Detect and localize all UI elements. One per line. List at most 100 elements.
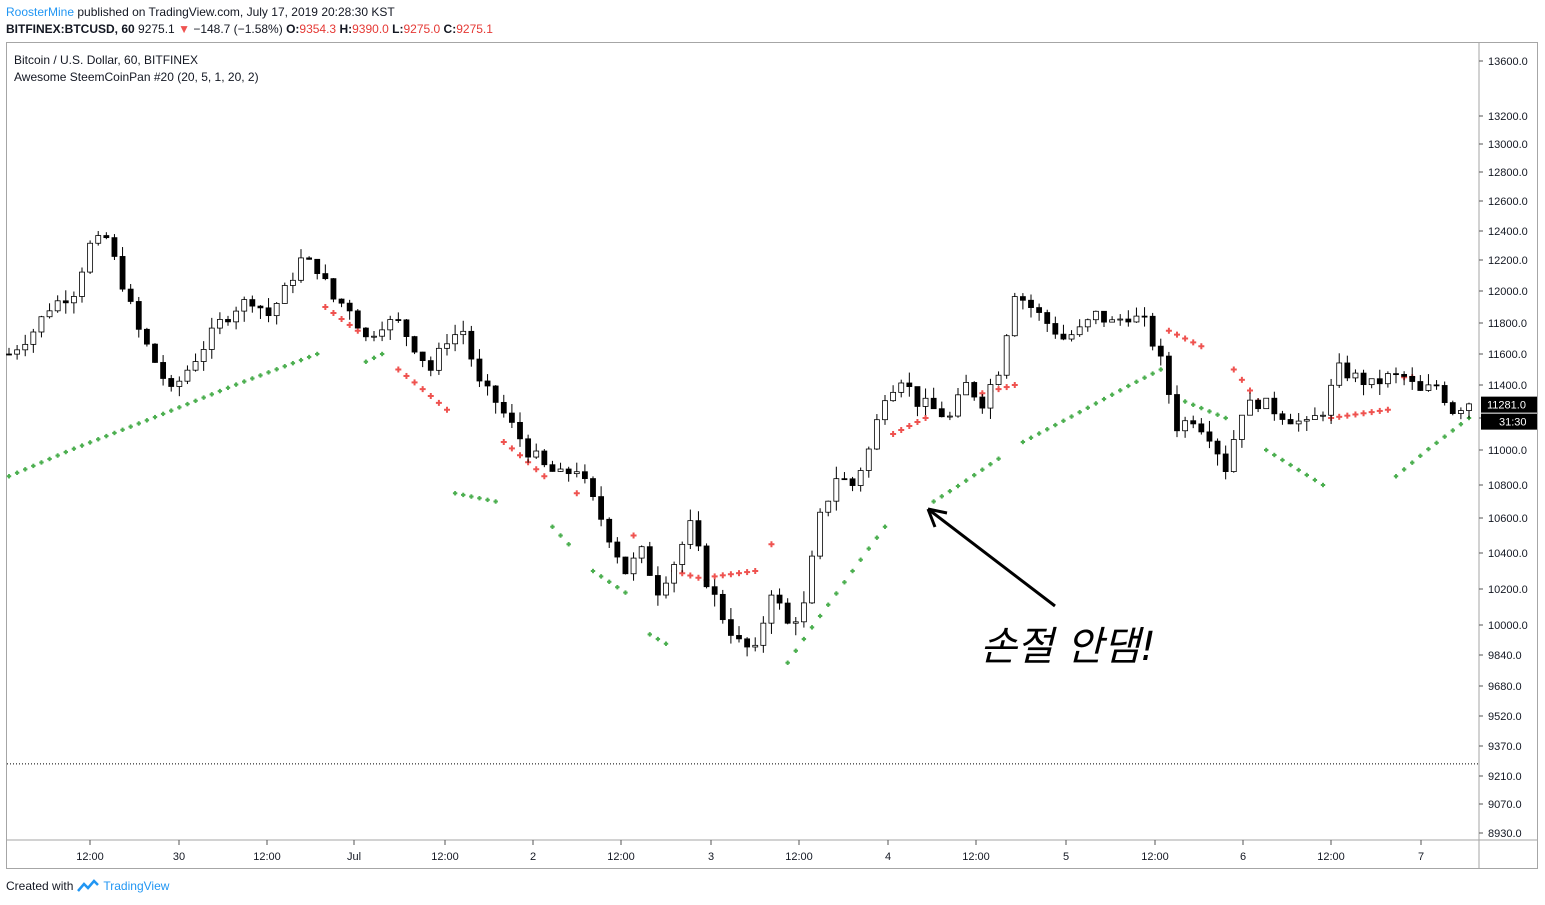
candle[interactable] xyxy=(1052,316,1059,339)
candle[interactable] xyxy=(1182,416,1189,438)
candle[interactable] xyxy=(1141,307,1148,327)
candle[interactable] xyxy=(508,404,515,429)
candle[interactable] xyxy=(744,637,751,657)
candle[interactable] xyxy=(914,386,921,417)
candle[interactable] xyxy=(930,387,937,410)
candle[interactable] xyxy=(233,306,240,330)
candle[interactable] xyxy=(946,411,953,421)
candle[interactable] xyxy=(768,590,775,634)
chart-legend-title[interactable]: Bitcoin / U.S. Dollar, 60, BITFINEX xyxy=(14,53,199,67)
candle[interactable] xyxy=(865,446,872,478)
candle[interactable] xyxy=(1133,307,1140,323)
candle[interactable] xyxy=(1165,351,1172,404)
candle[interactable] xyxy=(557,462,564,472)
candle[interactable] xyxy=(38,315,45,338)
candle[interactable] xyxy=(95,231,102,246)
candle[interactable] xyxy=(452,324,459,352)
candle[interactable] xyxy=(1060,324,1067,341)
candle[interactable] xyxy=(598,486,605,527)
candle[interactable] xyxy=(1092,310,1099,325)
candle[interactable] xyxy=(1003,334,1010,379)
candle[interactable] xyxy=(354,309,361,329)
candle[interactable] xyxy=(1230,430,1237,473)
candle[interactable] xyxy=(1011,292,1018,337)
candle[interactable] xyxy=(371,331,377,342)
candle[interactable] xyxy=(257,305,264,319)
candle[interactable] xyxy=(1238,414,1245,448)
candle[interactable] xyxy=(54,295,61,313)
candle[interactable] xyxy=(833,466,840,511)
candle[interactable] xyxy=(1198,418,1205,435)
candle[interactable] xyxy=(216,312,223,335)
candle[interactable] xyxy=(849,476,856,492)
candle[interactable] xyxy=(1320,411,1326,422)
candle[interactable] xyxy=(306,256,313,260)
candle[interactable] xyxy=(1466,402,1472,419)
candle[interactable] xyxy=(825,500,832,517)
candle[interactable] xyxy=(573,462,580,478)
candle[interactable] xyxy=(1068,330,1075,342)
candle[interactable] xyxy=(241,296,248,322)
candle[interactable] xyxy=(857,467,864,492)
candle[interactable] xyxy=(1384,371,1391,388)
candle[interactable] xyxy=(1279,410,1286,425)
candle[interactable] xyxy=(906,372,913,397)
candle[interactable] xyxy=(727,608,734,644)
tradingview-brand-link[interactable]: TradingView xyxy=(103,879,170,893)
candle[interactable] xyxy=(289,272,296,294)
candle[interactable] xyxy=(1417,375,1424,391)
candle[interactable] xyxy=(14,345,21,360)
candle[interactable] xyxy=(1076,319,1083,337)
candle[interactable] xyxy=(1433,380,1440,390)
candle[interactable] xyxy=(1174,385,1180,438)
candle[interactable] xyxy=(792,617,799,636)
candle[interactable] xyxy=(1401,371,1408,386)
candle[interactable] xyxy=(517,412,523,447)
candle[interactable] xyxy=(62,290,69,314)
candle[interactable] xyxy=(103,232,110,240)
candle[interactable] xyxy=(152,343,158,363)
candle[interactable] xyxy=(1036,303,1043,321)
candle[interactable] xyxy=(184,365,191,385)
candle[interactable] xyxy=(111,234,118,260)
candle[interactable] xyxy=(898,379,905,398)
candle[interactable] xyxy=(1117,314,1124,326)
candle[interactable] xyxy=(298,249,304,283)
candle[interactable] xyxy=(419,351,426,368)
candle[interactable] xyxy=(249,295,256,313)
candle[interactable] xyxy=(638,545,645,564)
candle[interactable] xyxy=(581,464,588,484)
candle[interactable] xyxy=(330,278,337,303)
candle[interactable] xyxy=(1084,318,1091,332)
candle[interactable] xyxy=(679,541,686,573)
candle[interactable] xyxy=(1441,381,1448,406)
indicator-legend[interactable]: Awesome SteemCoinPan #20 (20, 5, 1, 20, … xyxy=(14,70,259,84)
candle[interactable] xyxy=(719,589,726,624)
candle[interactable] xyxy=(1409,367,1416,390)
candle[interactable] xyxy=(192,353,199,372)
candle[interactable] xyxy=(411,335,418,355)
candle[interactable] xyxy=(168,374,175,392)
candle[interactable] xyxy=(387,315,394,340)
candle[interactable] xyxy=(176,376,183,397)
candle[interactable] xyxy=(87,240,94,274)
candle[interactable] xyxy=(1190,415,1197,429)
candle[interactable] xyxy=(1125,310,1132,327)
candle[interactable] xyxy=(208,317,215,359)
candle[interactable] xyxy=(492,385,499,414)
candle[interactable] xyxy=(395,312,402,323)
candle[interactable] xyxy=(549,460,556,472)
candle[interactable] xyxy=(541,449,548,468)
candle[interactable] xyxy=(1336,353,1343,388)
candle[interactable] xyxy=(1425,374,1432,392)
chart-frame[interactable] xyxy=(6,42,1538,869)
candle[interactable] xyxy=(1352,369,1359,383)
candle[interactable] xyxy=(1271,391,1278,421)
candle[interactable] xyxy=(590,476,596,501)
candle[interactable] xyxy=(654,566,661,606)
candle[interactable] xyxy=(1044,309,1051,332)
candle[interactable] xyxy=(809,550,815,604)
candle[interactable] xyxy=(979,394,986,414)
candle[interactable] xyxy=(379,321,386,342)
